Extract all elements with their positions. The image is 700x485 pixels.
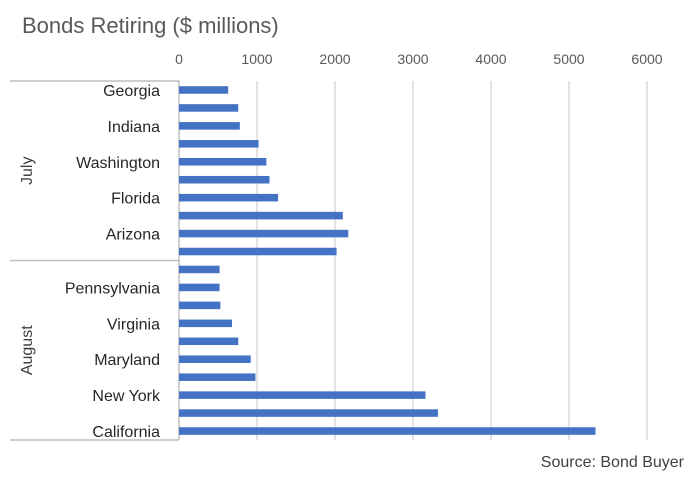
category-label: Virginia bbox=[107, 316, 160, 333]
bar bbox=[179, 391, 426, 399]
x-tick-label: 0 bbox=[175, 51, 183, 67]
category-label: Washington bbox=[76, 155, 160, 172]
x-tick-label: 3000 bbox=[397, 51, 428, 67]
bar bbox=[179, 140, 259, 148]
x-tick-label: 4000 bbox=[475, 51, 506, 67]
bar bbox=[179, 86, 229, 94]
bar bbox=[179, 193, 279, 202]
group-labels: July August bbox=[19, 157, 36, 376]
group-label: August bbox=[19, 325, 36, 375]
bar bbox=[179, 373, 256, 381]
bar bbox=[179, 301, 221, 310]
group-label: July bbox=[19, 157, 36, 185]
bar bbox=[179, 158, 267, 166]
bar bbox=[179, 409, 438, 417]
source-note: Source: Bond Buyer bbox=[541, 454, 685, 471]
category-label: Arizona bbox=[106, 227, 160, 244]
x-tick-label: 1000 bbox=[241, 51, 272, 67]
bar bbox=[179, 122, 240, 130]
category-label: Indiana bbox=[108, 119, 161, 136]
bar bbox=[179, 337, 239, 346]
x-tick-label: 5000 bbox=[553, 51, 584, 67]
category-label: New York bbox=[92, 388, 161, 405]
category-label: Maryland bbox=[94, 352, 160, 369]
bars bbox=[179, 86, 596, 435]
category-label: Pennsylvania bbox=[65, 280, 160, 297]
category-label: Georgia bbox=[103, 83, 160, 100]
bar bbox=[179, 355, 251, 363]
chart-title: Bonds Retiring ($ millions) bbox=[22, 13, 279, 38]
gridlines bbox=[256, 81, 648, 440]
bar bbox=[179, 229, 349, 238]
category-label: Florida bbox=[111, 191, 160, 208]
bar bbox=[179, 265, 220, 274]
x-tick-labels: 0 1000 2000 3000 4000 5000 6000 bbox=[175, 51, 663, 67]
bar bbox=[179, 175, 270, 184]
bar bbox=[179, 283, 220, 292]
x-tick-label: 6000 bbox=[631, 51, 662, 67]
bar bbox=[179, 319, 233, 328]
category-labels: Georgia Indiana Washington Florida Arizona Pe… bbox=[65, 83, 161, 441]
bar bbox=[179, 247, 337, 256]
x-tick-label: 2000 bbox=[319, 51, 350, 67]
category-label: California bbox=[92, 424, 160, 441]
bar bbox=[179, 104, 239, 112]
bar bbox=[179, 427, 596, 435]
bar bbox=[179, 211, 343, 220]
